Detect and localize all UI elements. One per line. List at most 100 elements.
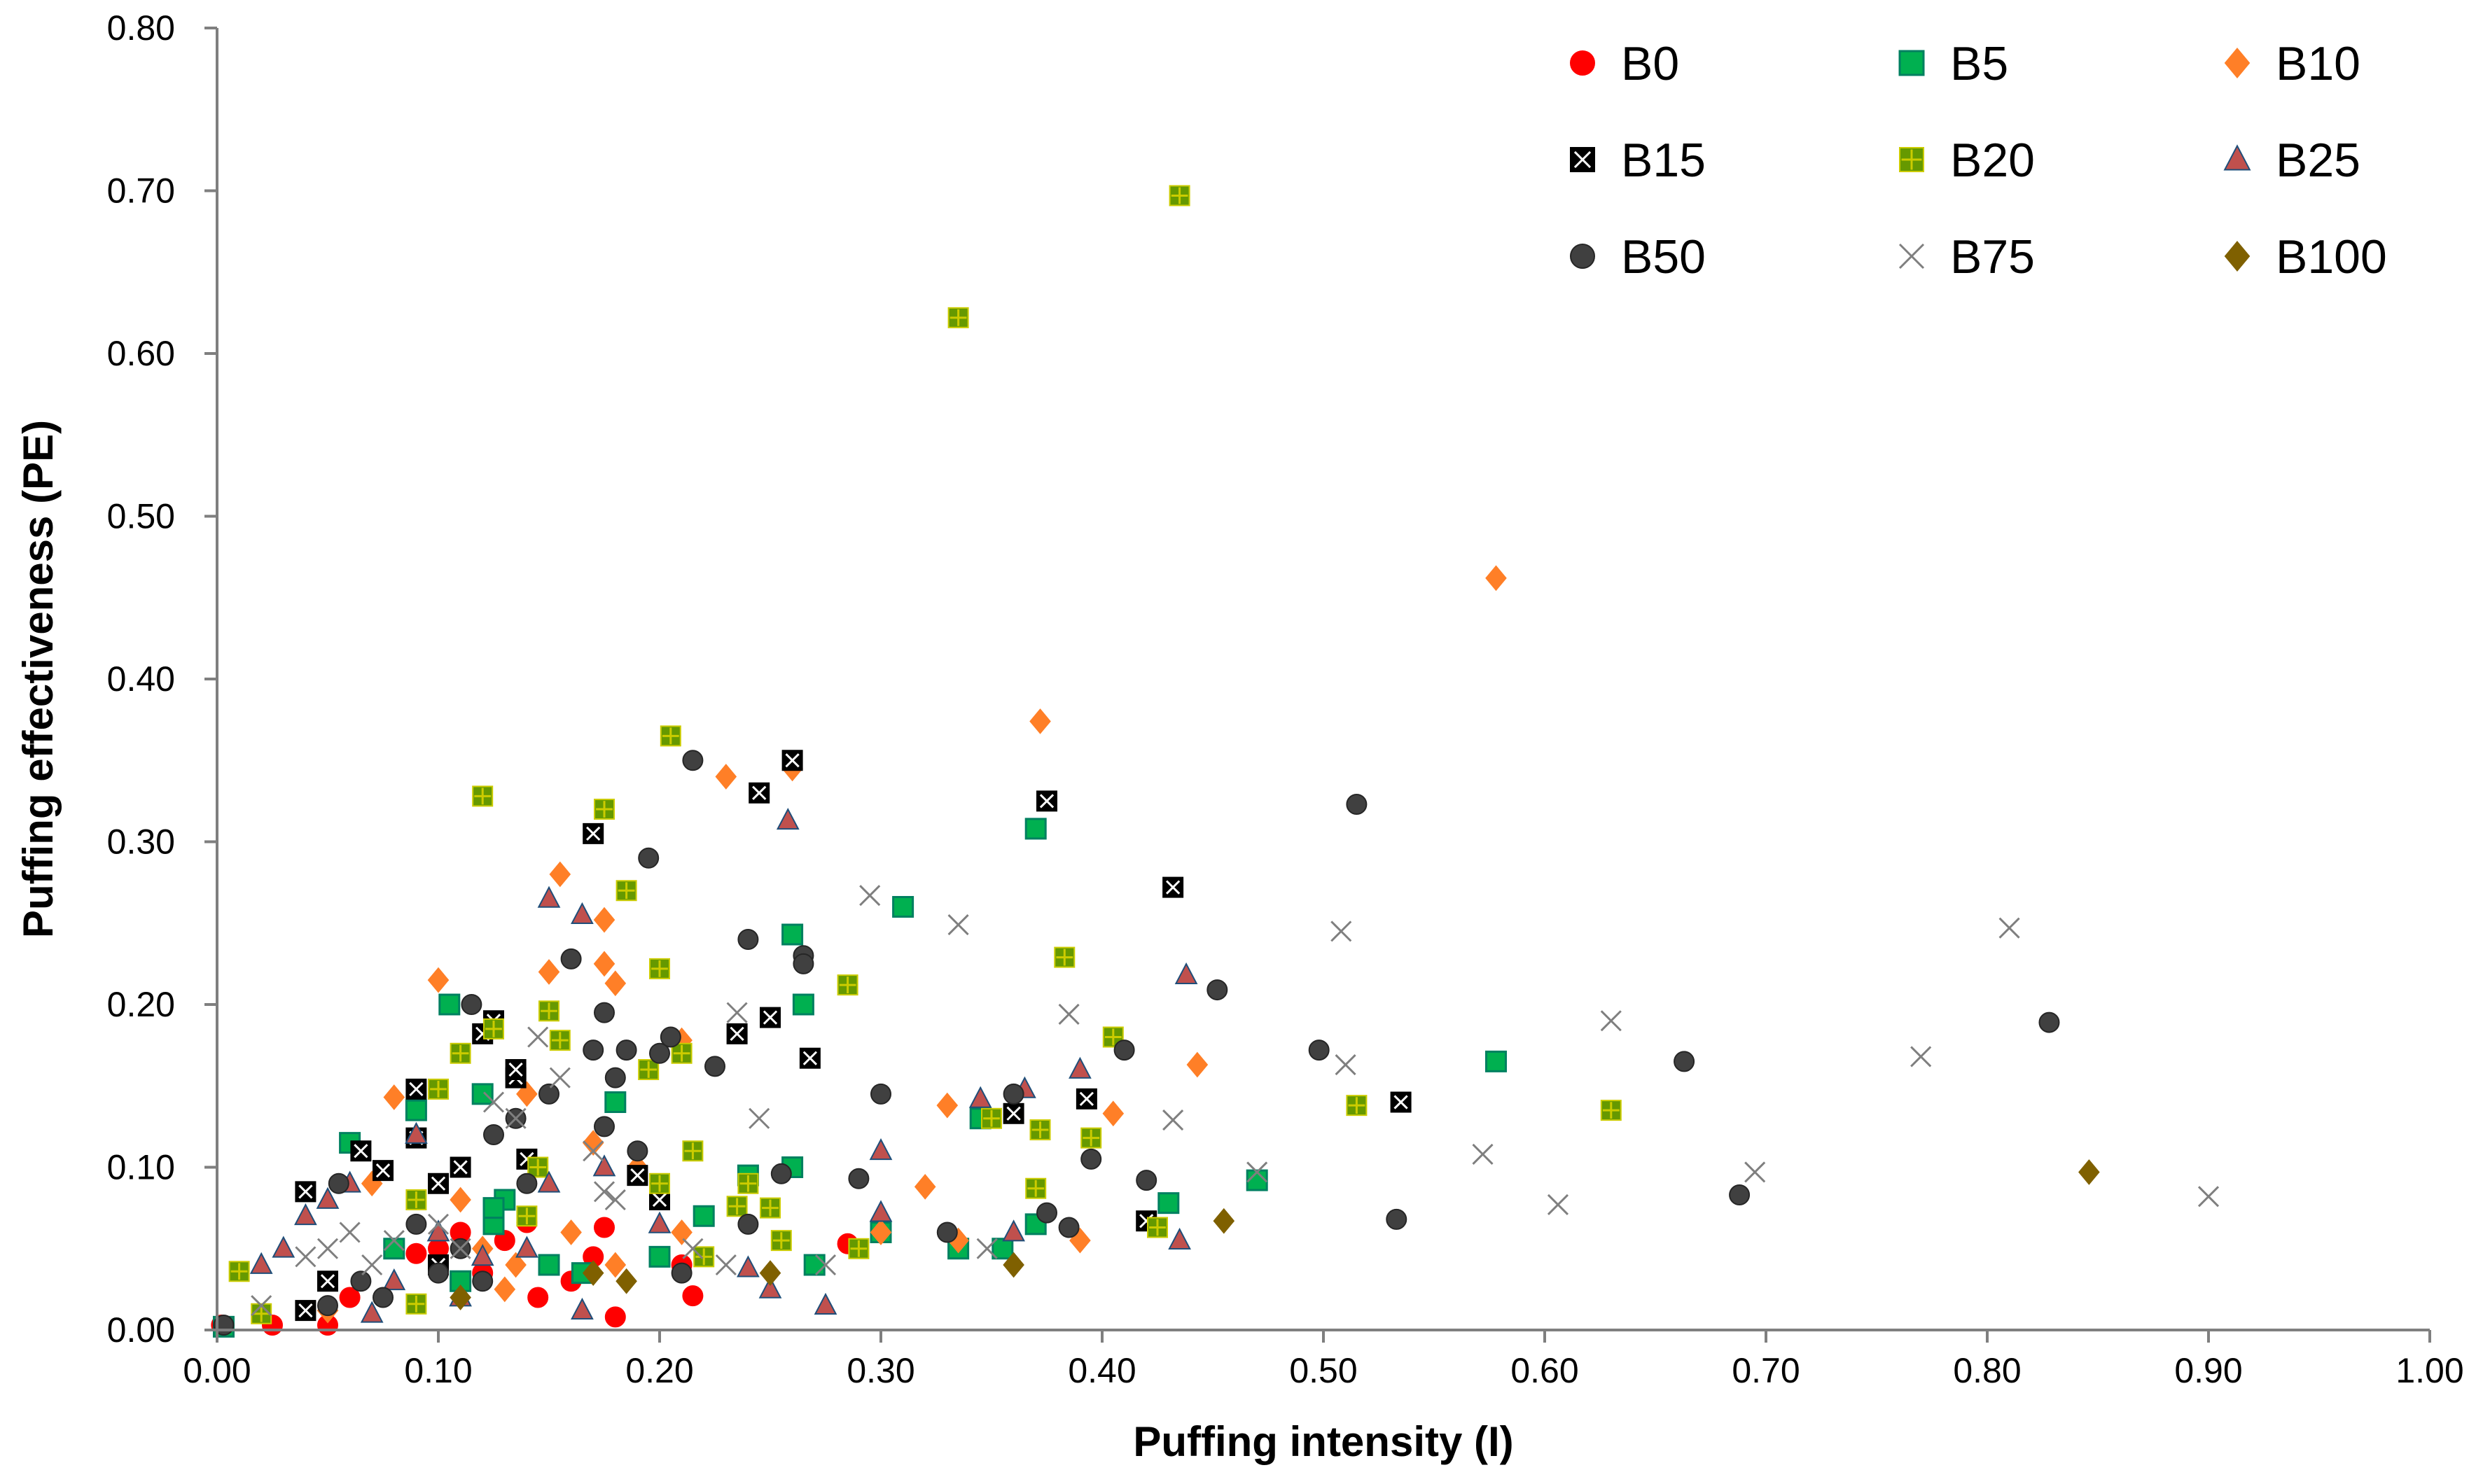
data-point-b10 (593, 951, 615, 977)
data-point-b50 (2038, 1011, 2060, 1033)
data-point-b50 (627, 1140, 648, 1162)
legend-marker-b5 (1898, 50, 1925, 76)
data-point-b10 (914, 1174, 936, 1200)
legend-item-b75: B75 (1898, 230, 2035, 284)
legend-marker-b100 (2224, 241, 2251, 272)
legend-marker-b20 (1899, 147, 1924, 172)
data-point-b20 (1054, 946, 1076, 968)
data-point-b10 (450, 1186, 471, 1213)
data-point-b10 (1102, 1100, 1125, 1127)
data-point-b50 (936, 1222, 958, 1243)
data-point-b25 (571, 902, 594, 925)
data-point-b5 (538, 1254, 560, 1276)
data-point-b25 (360, 1301, 384, 1323)
data-point-b100 (582, 1260, 604, 1286)
data-point-b20 (770, 1230, 792, 1252)
data-point-b50 (483, 1124, 504, 1145)
data-point-b10 (671, 1219, 693, 1245)
data-point-b50 (848, 1168, 870, 1189)
data-point-b20 (638, 1059, 660, 1080)
data-point-b50 (704, 1056, 725, 1077)
data-point-b25 (294, 1203, 317, 1226)
data-point-b75 (1547, 1194, 1569, 1216)
y-tick-label: 0.40 (107, 659, 175, 699)
data-point-b50 (649, 1042, 670, 1064)
data-point-b75 (251, 1295, 272, 1317)
legend-label: B25 (2276, 134, 2360, 187)
data-point-b0 (604, 1306, 626, 1328)
data-point-b25 (316, 1186, 340, 1209)
data-point-b75 (549, 1067, 571, 1088)
data-point-b50 (317, 1295, 338, 1317)
data-point-b75 (1330, 920, 1352, 942)
data-point-b15 (373, 1160, 394, 1182)
data-point-b50 (1036, 1202, 1057, 1224)
data-point-b20 (649, 1172, 670, 1194)
data-point-b75 (2197, 1186, 2220, 1208)
data-point-b100 (2078, 1159, 2100, 1185)
data-point-b20 (538, 1000, 559, 1022)
data-point-b20 (405, 1189, 427, 1210)
data-point-b75 (604, 1189, 626, 1211)
data-point-b20 (737, 1172, 759, 1194)
data-point-b20 (428, 1078, 449, 1100)
data-point-b75 (1335, 1054, 1356, 1076)
data-point-b25 (1168, 1227, 1191, 1250)
data-point-b5 (1157, 1192, 1180, 1214)
data-point-b5 (383, 1238, 405, 1260)
data-point-b20 (483, 1018, 504, 1040)
data-point-b50 (594, 1116, 615, 1138)
data-point-b25 (537, 886, 561, 908)
data-point-b20 (693, 1246, 715, 1268)
data-point-b50 (405, 1213, 427, 1235)
data-point-b25 (1069, 1056, 1092, 1079)
x-tick-label: 0.10 (404, 1351, 472, 1390)
data-point-b15 (405, 1078, 427, 1100)
data-point-b75 (1910, 1046, 1932, 1068)
data-point-b75 (593, 1181, 615, 1203)
data-point-b20 (981, 1107, 1002, 1129)
data-point-b50 (1113, 1040, 1135, 1061)
data-point-b20 (1147, 1217, 1168, 1238)
series-b75 (251, 885, 2220, 1317)
legend-label: B10 (2276, 37, 2360, 90)
data-point-b25 (1174, 962, 1198, 985)
legend-label: B50 (1621, 230, 1706, 284)
data-point-b75 (715, 1254, 737, 1276)
data-point-b25 (592, 1154, 616, 1177)
data-point-b50 (660, 1026, 681, 1048)
data-point-b20 (472, 785, 494, 807)
data-point-b10 (593, 906, 615, 933)
data-point-b5 (792, 993, 814, 1016)
data-point-b15 (1036, 790, 1057, 812)
data-point-b10 (936, 1092, 959, 1119)
data-point-b10 (494, 1276, 516, 1303)
data-point-b20 (848, 1238, 870, 1259)
data-point-b25 (272, 1236, 295, 1258)
data-point-b50 (1003, 1083, 1024, 1105)
x-tick-label: 0.90 (2174, 1351, 2242, 1390)
data-point-b50 (870, 1083, 891, 1105)
data-point-b0 (339, 1287, 361, 1308)
data-point-b25 (758, 1276, 782, 1298)
legend-label: B0 (1621, 37, 1679, 90)
data-point-b50 (583, 1040, 604, 1061)
data-point-b15 (781, 750, 803, 771)
data-point-b5 (892, 896, 914, 918)
series-b5 (212, 818, 1507, 1338)
data-point-b75 (1744, 1161, 1766, 1183)
series-b25 (249, 808, 1198, 1323)
data-point-b5 (1024, 818, 1047, 840)
data-point-b50 (793, 953, 814, 974)
data-point-b20 (405, 1293, 427, 1315)
legend-marker-b25 (2223, 144, 2251, 171)
x-tick-label: 0.40 (1068, 1351, 1136, 1390)
x-tick-label: 0.20 (625, 1351, 693, 1390)
data-point-b0 (527, 1287, 549, 1308)
data-point-b5 (648, 1245, 671, 1268)
data-point-b10 (582, 1130, 604, 1156)
series-b50 (213, 750, 2060, 1336)
data-point-b50 (538, 1083, 559, 1105)
legend-marker-b75 (1898, 243, 1925, 270)
data-point-b100 (450, 1284, 471, 1310)
